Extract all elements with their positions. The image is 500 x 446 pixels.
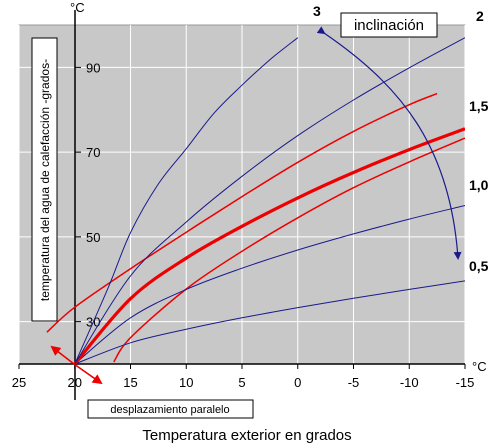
y-unit-label: °C [70,0,85,15]
x-tick-label: 20 [68,375,82,390]
shift-arrow-left [50,345,75,365]
x-tick-label: 15 [123,375,137,390]
ylabel-box [31,37,58,322]
curve-label-2: 2 [476,8,484,24]
x-tick-labels: 25 20 15 10 5 0 -5 -10 -15 [12,364,475,390]
curve-label-1-0: 1,0 [469,177,489,193]
y-tick-label: 70 [86,145,100,160]
shift-arrow-right [73,363,103,385]
x-tick-label: 10 [179,375,193,390]
curve-label-3: 3 [313,3,321,19]
y-tick-label: 90 [86,60,100,75]
x-tick-label: -10 [400,375,419,390]
desplazamiento-box [87,399,254,419]
y-tick-label: 50 [86,230,100,245]
x-tick-label: 0 [294,375,301,390]
x-axis-title: Temperatura exterior en grados [142,427,351,444]
inclinacion-arrow [316,26,462,260]
curve-0-5 [74,280,465,364]
x-tick-label: -15 [456,375,475,390]
x-tick-label: 25 [12,375,26,390]
x-tick-label: -5 [348,375,360,390]
curve-label-0-5: 0,5 [469,258,489,274]
curve-label-1-5: 1,5 [469,98,489,114]
y-axis-title: temperatura del agua de calefacción -gra… [38,59,52,301]
inclinacion-label: inclinación [354,17,424,34]
curve-3 [74,37,299,364]
x-tick-label: 5 [238,375,245,390]
desplazamiento-label: desplazamiento paralelo [110,404,229,416]
curve-labels: 0,5 1,0 1,5 2 3 [313,3,489,274]
x-unit-label: °C [472,359,487,374]
